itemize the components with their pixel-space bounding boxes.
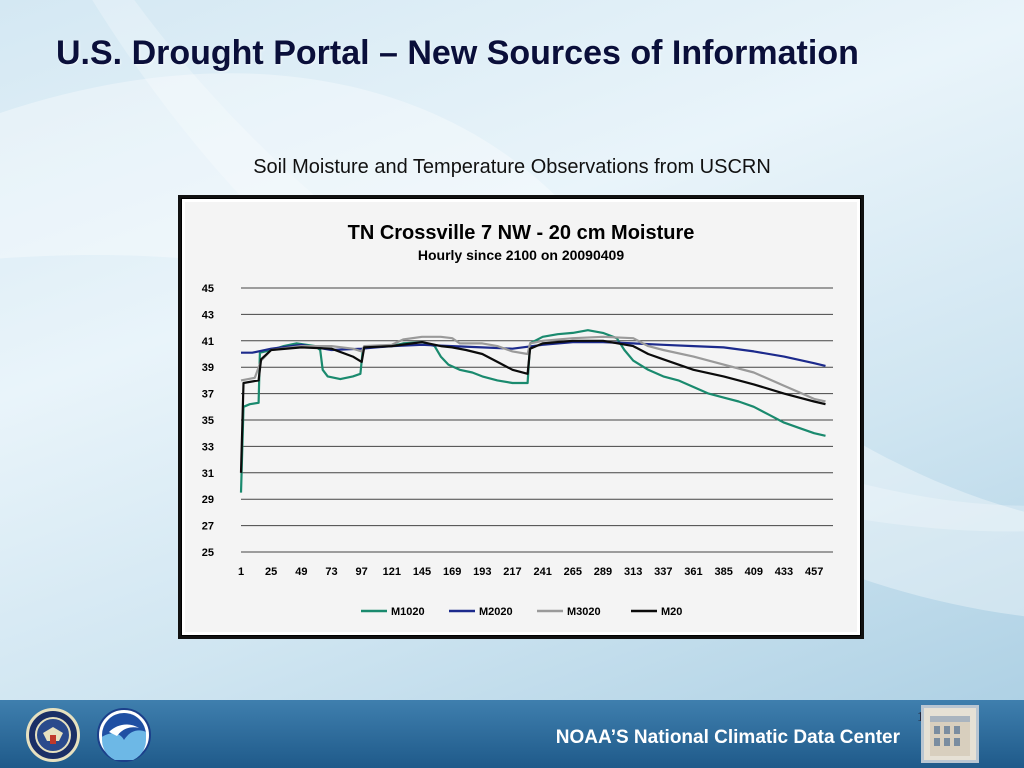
x-tick-label: 145 <box>413 566 431 578</box>
slide-title: U.S. Drought Portal – New Sources of Inf… <box>56 34 859 72</box>
series-line-m3020 <box>240 335 826 403</box>
y-axis-ticks: 25 27 29 31 33 35 37 39 41 43 45 <box>202 283 214 559</box>
ncdc-building-photo <box>921 705 979 763</box>
chart-panel <box>181 198 861 636</box>
legend-label-m2020: M2020 <box>479 606 513 618</box>
footer-label: NOAA’S National Climatic Data Center <box>555 727 900 748</box>
x-tick-label: 337 <box>654 566 672 578</box>
noaa-logo-icon <box>97 708 151 762</box>
slide-subtitle: Soil Moisture and Temperature Observatio… <box>253 156 771 178</box>
x-tick-label: 169 <box>443 566 461 578</box>
chart-frame: TN Crossville 7 NW - 20 cm Moisture Hour… <box>178 195 864 639</box>
x-tick-label: 241 <box>533 566 551 578</box>
legend-label-m20: M20 <box>661 606 682 618</box>
x-tick-label: 97 <box>356 566 368 578</box>
x-tick-label: 409 <box>745 566 763 578</box>
y-tick-label: 29 <box>202 494 214 506</box>
x-tick-label: 1 <box>238 566 244 578</box>
chart-title: TN Crossville 7 NW - 20 cm Moisture <box>348 222 695 244</box>
x-axis-ticks: 1 25 49 73 97 121 145 169 193 217 241 265 289 313 337 3… <box>238 566 823 578</box>
x-tick-label: 25 <box>265 566 277 578</box>
x-tick-label: 193 <box>473 566 491 578</box>
building-icon <box>930 716 970 756</box>
chart-subtitle: Hourly since 2100 on 20090409 <box>418 247 624 263</box>
x-tick-label: 385 <box>714 566 732 578</box>
y-tick-label: 35 <box>202 415 214 427</box>
legend-label-m1020: M1020 <box>391 606 425 618</box>
series-lines <box>239 329 826 493</box>
x-tick-label: 217 <box>503 566 521 578</box>
x-tick-label: 49 <box>295 566 307 578</box>
y-tick-label: 39 <box>202 362 214 374</box>
y-tick-label: 25 <box>202 547 214 559</box>
x-tick-label: 457 <box>805 566 823 578</box>
gridlines <box>241 287 833 553</box>
x-tick-label: 313 <box>624 566 642 578</box>
x-tick-label: 265 <box>564 566 582 578</box>
noaa-bird-icon <box>102 713 146 762</box>
x-tick-label: 121 <box>383 566 401 578</box>
y-tick-label: 43 <box>202 309 214 321</box>
series-line-m1020 <box>239 329 826 493</box>
x-tick-label: 361 <box>684 566 702 578</box>
department-of-commerce-seal-icon <box>26 708 80 762</box>
y-tick-label: 41 <box>202 336 214 348</box>
footer-band: NOAA’S National Climatic Data Center <box>0 700 1024 768</box>
y-tick-label: 31 <box>202 468 214 480</box>
y-tick-label: 33 <box>202 441 214 453</box>
y-tick-label: 37 <box>202 389 214 401</box>
series-line-m20 <box>239 339 826 473</box>
x-tick-label: 433 <box>775 566 793 578</box>
chart-legend: M1020 M2020 M3020 M20 <box>361 606 682 618</box>
x-tick-label: 289 <box>594 566 612 578</box>
x-tick-label: 73 <box>325 566 337 578</box>
y-tick-label: 45 <box>202 283 214 295</box>
moisture-line-chart: TN Crossville 7 NW - 20 cm Moisture Hour… <box>202 222 833 618</box>
eagle-seal-icon <box>35 717 71 753</box>
legend-label-m3020: M3020 <box>567 606 601 618</box>
y-tick-label: 27 <box>202 521 214 533</box>
